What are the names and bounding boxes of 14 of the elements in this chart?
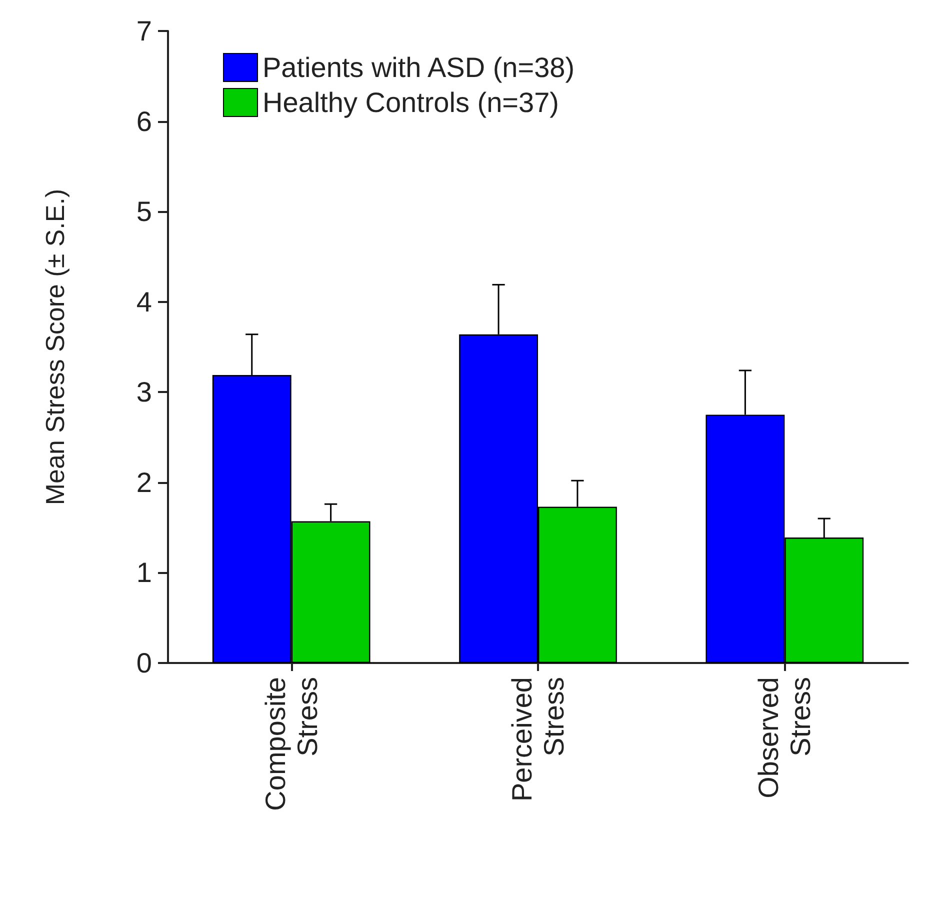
x-tick-label: Perceived Stress — [506, 677, 570, 802]
y-axis-title: Mean Stress Score (± S.E.) — [40, 188, 70, 506]
y-tick-label: 5 — [136, 196, 152, 228]
legend-label: Healthy Controls (n=37) — [262, 87, 559, 118]
y-tick-label: 7 — [136, 16, 152, 46]
y-tick-label: 2 — [136, 466, 152, 498]
x-tick-label: Composite Stress — [260, 677, 323, 811]
y-tick-label: 3 — [136, 376, 152, 408]
y-tick-label: 1 — [136, 557, 152, 588]
y-tick-label: 0 — [136, 648, 152, 678]
y-tick-label: 6 — [136, 106, 152, 137]
y-tick-label: 4 — [136, 286, 152, 318]
legend-label: Patients with ASD (n=38) — [262, 52, 575, 83]
x-tick-label: Observed Stress — [753, 677, 816, 798]
